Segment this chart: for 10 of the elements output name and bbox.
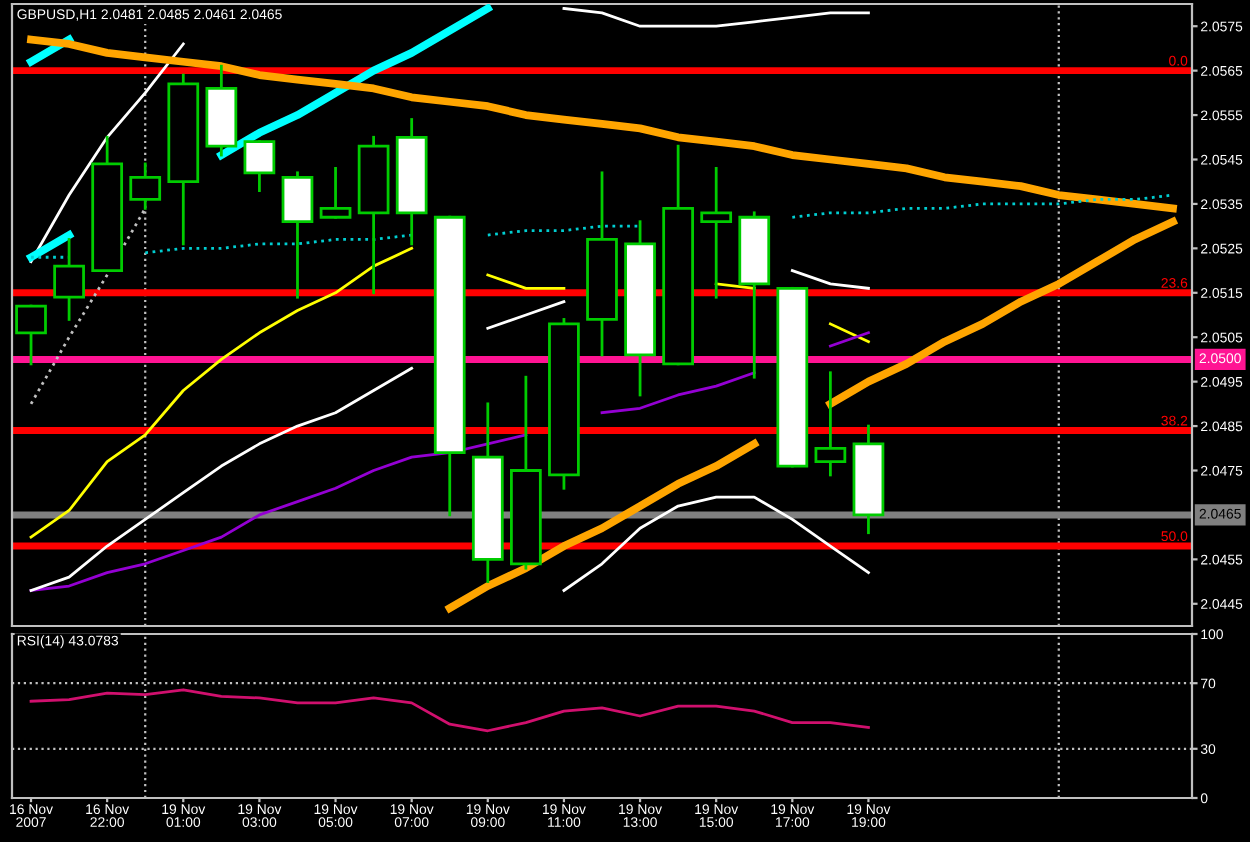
candlestick bbox=[129, 162, 162, 210]
candlestick bbox=[53, 238, 85, 321]
candlestick bbox=[700, 167, 733, 299]
candlestick bbox=[319, 167, 352, 219]
candlestick bbox=[281, 171, 314, 299]
line-series bbox=[29, 688, 870, 733]
candlestick bbox=[814, 371, 847, 477]
candlestick bbox=[15, 304, 47, 366]
line-series bbox=[562, 495, 870, 592]
candlestick bbox=[243, 140, 276, 192]
